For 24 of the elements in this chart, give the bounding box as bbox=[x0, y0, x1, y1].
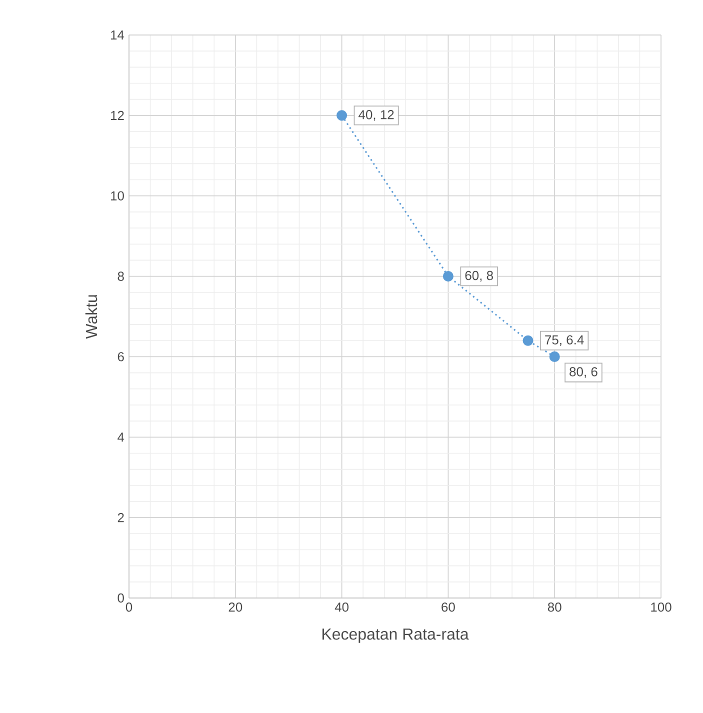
x-tick-label: 80 bbox=[548, 602, 562, 612]
x-tick-label: 20 bbox=[228, 602, 242, 612]
y-axis-title: Waktu bbox=[85, 295, 98, 339]
y-tick-label: 12 bbox=[110, 110, 124, 120]
point bbox=[336, 110, 348, 121]
point bbox=[549, 351, 560, 362]
data-label: 80, 6 bbox=[570, 367, 598, 378]
x-tick-label: 60 bbox=[442, 602, 455, 612]
y-tick-label: 2 bbox=[118, 513, 124, 522]
x-axis-title: Kecepatan Rata-rata bbox=[322, 628, 469, 643]
y-tick-label: 4 bbox=[118, 432, 124, 442]
y-tick-label: 10 bbox=[110, 191, 124, 200]
point bbox=[522, 335, 534, 346]
data-label: 40, 12 bbox=[358, 110, 394, 121]
y-tick-label: 6 bbox=[118, 352, 124, 362]
x-tick-label: 40 bbox=[334, 602, 349, 612]
y-tick-label: 0 bbox=[118, 593, 124, 603]
x-tick-label: 0 bbox=[126, 602, 132, 612]
y-tick-label: 14 bbox=[110, 30, 124, 40]
y-tick-label: 8 bbox=[118, 272, 124, 281]
x-tick-label: 100 bbox=[651, 602, 672, 612]
data-label: 60, 8 bbox=[465, 270, 493, 282]
data-label: 75, 6.4 bbox=[545, 335, 584, 346]
point bbox=[442, 270, 454, 282]
